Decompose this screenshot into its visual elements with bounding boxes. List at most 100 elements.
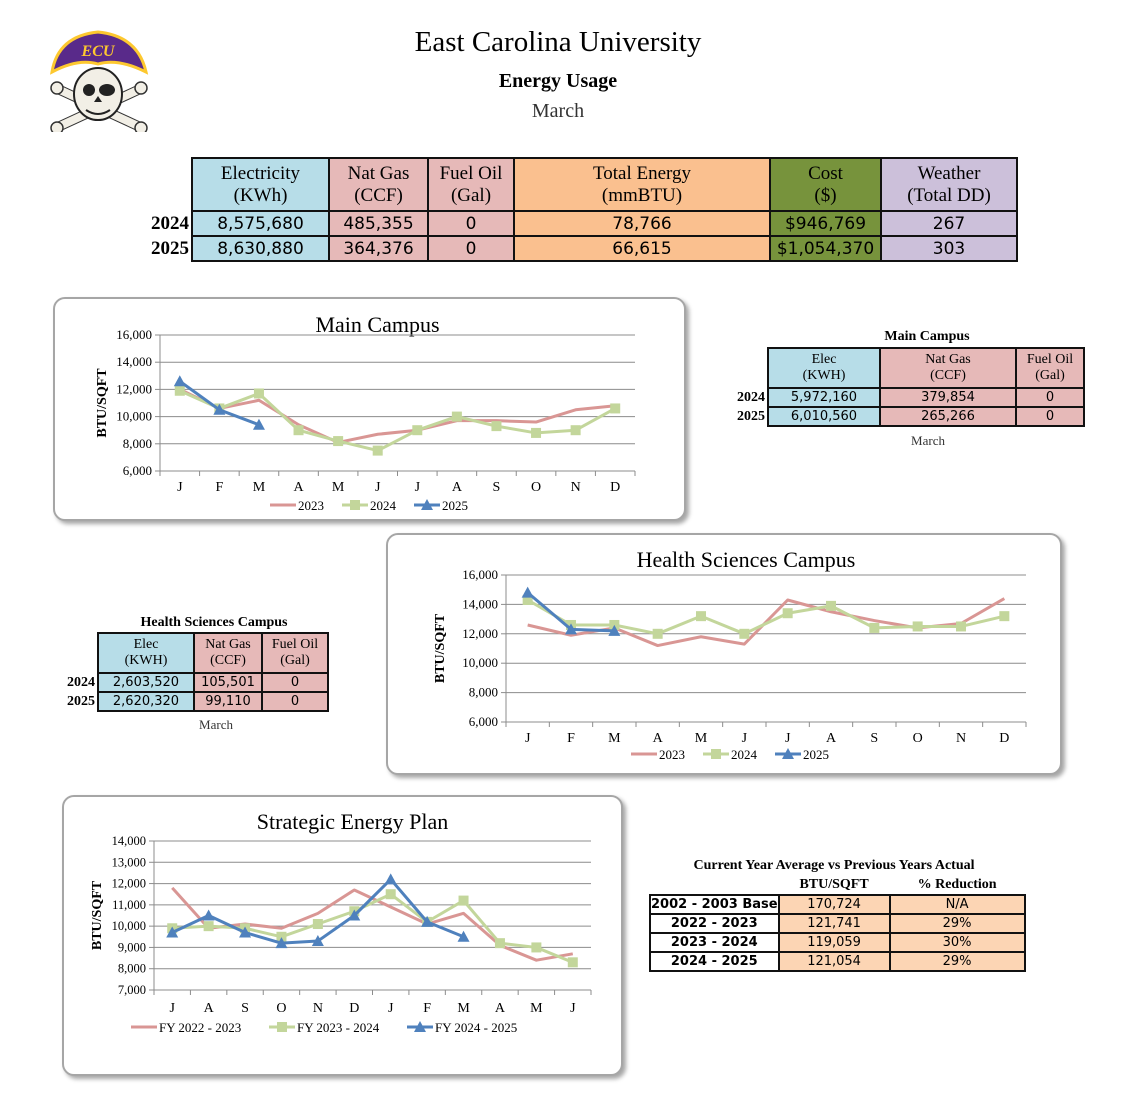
data-point xyxy=(912,621,923,632)
data-point xyxy=(491,421,502,432)
data-point xyxy=(531,942,542,953)
cell-cost: $946,769 xyxy=(769,210,882,237)
cell-natgas: 364,376 xyxy=(328,235,429,262)
x-tick-label: M xyxy=(608,731,621,746)
chart-title: Main Campus xyxy=(315,312,439,337)
cell-total-energy: 66,615 xyxy=(513,235,771,262)
data-point xyxy=(869,622,880,633)
row-year: 2024 xyxy=(67,674,95,690)
x-tick-label: N xyxy=(313,1001,323,1016)
row-label: 2024 - 2025 xyxy=(649,951,780,972)
y-axis-label: BTU/SQFT xyxy=(95,368,110,438)
x-tick-label: J xyxy=(169,1001,175,1016)
data-point xyxy=(333,436,344,447)
data-point xyxy=(276,931,287,942)
cell-electricity: 8,630,880 xyxy=(191,235,330,262)
summary-header-fueloil: Fuel Oil (Gal) xyxy=(427,157,515,212)
x-tick-label: J xyxy=(177,480,183,495)
y-tick-label: 9,000 xyxy=(118,940,146,954)
health-header-fueloil: Fuel Oil (Gal) xyxy=(261,632,329,674)
legend-label: FY 2022 - 2023 xyxy=(159,1020,241,1035)
table-row: 2024 8,575,680 485,355 0 78,766 $946,769… xyxy=(148,210,1018,237)
data-point xyxy=(372,445,383,456)
data-point xyxy=(696,611,706,622)
x-tick-label: S xyxy=(493,480,501,495)
cell-natgas: 99,110 xyxy=(193,691,263,712)
y-axis-label: BTU/SQFT xyxy=(90,880,105,950)
cell-fueloil: 0 xyxy=(427,235,515,262)
series-line xyxy=(172,892,574,964)
data-point xyxy=(610,403,621,414)
cell-btu: 121,741 xyxy=(777,913,891,934)
y-tick-label: 16,000 xyxy=(116,327,152,342)
data-point xyxy=(239,926,252,938)
cell-elec: 2,603,520 xyxy=(97,672,195,693)
data-point xyxy=(275,937,288,949)
series-line xyxy=(171,877,465,945)
row-year: 2024 xyxy=(151,212,189,234)
y-tick-label: 14,000 xyxy=(116,354,152,369)
legend-label: FY 2024 - 2025 xyxy=(435,1020,517,1035)
y-tick-label: 14,000 xyxy=(112,834,146,848)
page-title: East Carolina University xyxy=(414,26,702,58)
x-tick-label: F xyxy=(215,480,223,495)
legend-label: 2023 xyxy=(298,498,324,513)
main-campus-table-title: Main Campus xyxy=(884,329,970,344)
legend-marker xyxy=(782,748,794,759)
row-label: 2002 - 2003 Base xyxy=(649,894,780,915)
table-row: 2024 - 2025 121,054 29% xyxy=(649,951,1026,972)
x-tick-label: F xyxy=(423,1001,431,1016)
cell-pct: 29% xyxy=(888,913,1026,934)
cell-weather: 303 xyxy=(880,235,1018,262)
data-point xyxy=(412,425,423,436)
x-tick-label: J xyxy=(415,480,421,495)
y-tick-label: 12,000 xyxy=(112,877,146,891)
row-year: 2025 xyxy=(737,408,765,424)
data-point xyxy=(531,427,542,438)
y-tick-label: 10,000 xyxy=(462,655,498,670)
x-tick-label: J xyxy=(388,1001,394,1016)
row-year: 2025 xyxy=(67,693,95,709)
health-sciences-table-title: Health Sciences Campus xyxy=(140,615,288,630)
main-header-elec: Elec (KWH) xyxy=(767,347,881,389)
data-point xyxy=(348,909,361,921)
data-point xyxy=(567,957,578,968)
table-row: 2022 - 2023 121,741 29% xyxy=(649,913,1026,934)
ecu-pirate-logo: ECU xyxy=(50,30,149,132)
chart-title: Health Sciences Campus xyxy=(637,547,856,572)
legend-marker xyxy=(277,1022,287,1032)
health-sciences-chart: Health Sciences Campus 6,000 8,000 10,000 12… xyxy=(433,547,1027,762)
reduction-header-btu: BTU/SQFT xyxy=(799,877,869,892)
data-point xyxy=(202,909,215,921)
data-point xyxy=(956,621,966,632)
cell-fueloil: 0 xyxy=(261,672,329,693)
x-tick-label: N xyxy=(956,731,966,746)
x-tick-label: A xyxy=(653,731,664,746)
data-point xyxy=(999,611,1010,622)
cell-fueloil: 0 xyxy=(261,691,329,712)
health-sciences-chart-panel: Health Sciences Campus 6,000 8,000 10,000 12… xyxy=(386,533,1062,775)
main-header-fueloil: Fuel Oil (Gal) xyxy=(1015,347,1085,389)
series-line xyxy=(179,388,616,444)
cell-natgas: 485,355 xyxy=(328,210,429,237)
y-tick-label: 13,000 xyxy=(112,855,146,869)
y-tick-label: 7,000 xyxy=(118,983,146,997)
x-tick-label: M xyxy=(457,1001,470,1016)
health-table-caption: March xyxy=(199,717,233,732)
x-tick-label: A xyxy=(826,731,837,746)
legend-label: 2023 xyxy=(659,747,685,762)
report-month: March xyxy=(531,100,585,122)
data-point xyxy=(385,889,396,900)
series-line xyxy=(179,389,616,453)
x-tick-label: J xyxy=(375,480,381,495)
strategic-energy-plan-chart: Strategic Energy Plan 7,000 8,000 9,000 10,0… xyxy=(90,809,592,1035)
data-point xyxy=(213,403,226,415)
x-tick-label: M xyxy=(695,731,708,746)
y-tick-label: 10,000 xyxy=(112,919,146,933)
cell-btu: 170,724 xyxy=(777,894,891,915)
legend-marker xyxy=(350,500,360,510)
data-point xyxy=(312,919,323,930)
cell-weather: 267 xyxy=(880,210,1018,237)
x-tick-label: S xyxy=(870,731,878,746)
x-tick-label: J xyxy=(742,731,748,746)
